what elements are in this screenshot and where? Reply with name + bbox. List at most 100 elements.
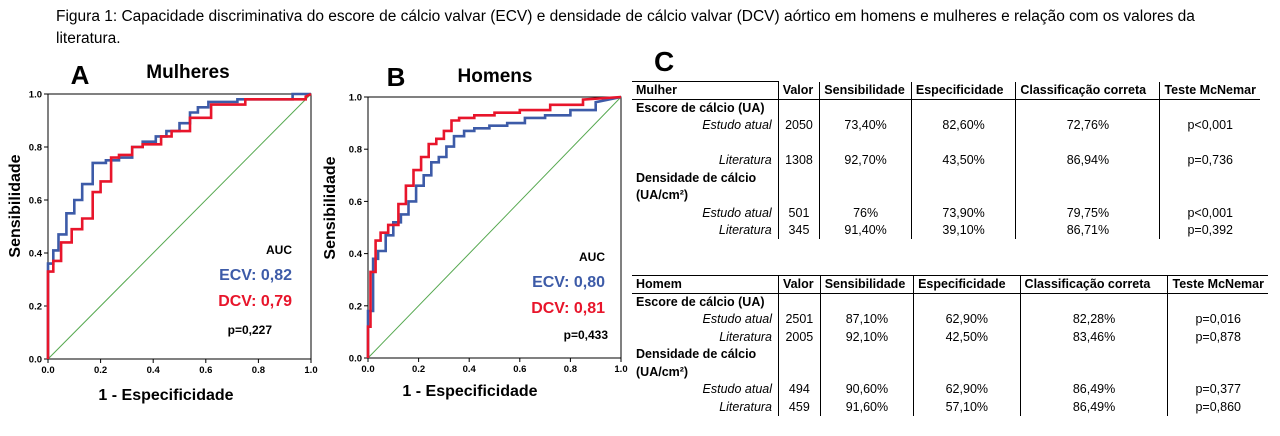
mcnemar-cell: p=0,392 xyxy=(1187,223,1233,238)
row-label: Estudo atual xyxy=(632,204,779,222)
header-cell: Sensibilidade xyxy=(819,81,912,100)
empty-cell xyxy=(778,186,821,204)
sensibilidade-cell: 91,60% xyxy=(820,398,915,416)
y-tick-label: 0.2 xyxy=(349,301,362,312)
valor-cell: 2050 xyxy=(778,116,821,134)
y-tick-label: 0.0 xyxy=(349,354,362,365)
empty-cell xyxy=(911,134,1017,152)
x-tick-label: 0.6 xyxy=(513,364,526,375)
table-header-row: Homem Valor Sensibilidade Especificidade Cla… xyxy=(632,275,1268,294)
y-tick-label: 0.6 xyxy=(29,196,42,207)
x-axis-label: 1 - Especificidade xyxy=(98,387,233,404)
classificacao-cell: 79,75% xyxy=(1015,204,1161,222)
x-tick-label: 1.0 xyxy=(304,365,317,376)
spacer-row xyxy=(632,134,1260,152)
auc-dcv-label: DCV: 0,81 xyxy=(531,300,605,317)
sensibilidade-cell: 87,10% xyxy=(820,310,915,328)
table-row: Estudo atual 2501 87,10% 62,90% 82,28% p=0,01… xyxy=(632,310,1268,328)
row-label: Literatura xyxy=(632,151,779,169)
auc-ecv-label: ECV: 0,80 xyxy=(532,274,605,291)
p-value-label: p=0,227 xyxy=(228,323,273,337)
table-row: Estudo atual 494 90,60% 62,90% 86,49% p=0,377 xyxy=(632,380,1268,398)
chart-title: Mulheres xyxy=(146,62,229,83)
especificidade-cell: 57,10% xyxy=(913,398,1021,416)
row-label: Estudo atual xyxy=(632,116,779,134)
header-cell: Teste McNemar xyxy=(1159,81,1260,100)
auc-header: AUC xyxy=(579,250,605,264)
especificidade-cell: 42,50% xyxy=(913,328,1021,346)
row-label: Estudo atual xyxy=(632,380,780,398)
empty-cell xyxy=(819,134,912,152)
x-tick-label: 1.0 xyxy=(614,364,627,375)
table-mulher: Mulher Valor Sensibilidade Especificidade Cl… xyxy=(632,81,1260,239)
reference-diagonal-line xyxy=(367,96,622,359)
group-title: Escore de cálcio (UA) xyxy=(632,293,780,311)
group-title: (UA/cm²) xyxy=(632,363,780,381)
header-cell: Classificação correta xyxy=(1015,81,1161,100)
valor-cell: 2501 xyxy=(778,310,821,328)
especificidade-cell: 62,90% xyxy=(913,380,1021,398)
roc-curve-dcv xyxy=(366,95,622,358)
empty-cell xyxy=(1015,134,1161,152)
header-cell: Classificação correta xyxy=(1020,275,1169,294)
x-tick-label: 0.0 xyxy=(41,365,54,376)
x-tick-label: 0.4 xyxy=(147,365,161,376)
x-tick-label: 0.8 xyxy=(564,364,577,375)
empty-cell xyxy=(1160,169,1260,187)
especificidade-cell: 82,60% xyxy=(911,116,1017,134)
mcnemar-cell: p=0,736 xyxy=(1187,153,1233,168)
header-cell: Teste McNemar xyxy=(1167,275,1268,294)
valor-cell: 1308 xyxy=(778,151,821,169)
valor-cell: 2005 xyxy=(778,328,821,346)
classificacao-cell: 86,49% xyxy=(1020,398,1169,416)
empty-cell xyxy=(1020,293,1169,311)
empty-cell xyxy=(1160,187,1260,205)
sensibilidade-cell: 92,70% xyxy=(819,151,912,169)
empty-cell xyxy=(819,169,912,187)
table-row: Literatura 1308 92,70% 43,50% 86,94% p=0,736 xyxy=(632,151,1260,169)
auc-header: AUC xyxy=(266,243,292,257)
empty-cell xyxy=(820,345,915,363)
group-title: Densidade de cálcio xyxy=(632,169,779,187)
y-tick-label: 1.0 xyxy=(349,93,362,104)
empty-cell xyxy=(632,134,779,152)
header-cell: Valor xyxy=(778,275,821,294)
group-title: (UA/cm²) xyxy=(632,186,779,204)
x-tick-label: 0.8 xyxy=(252,365,265,376)
table-row: Estudo atual 2050 73,40% 82,60% 72,76% p<0,00… xyxy=(632,116,1260,134)
empty-cell xyxy=(778,345,821,363)
empty-cell xyxy=(820,293,915,311)
auc-ecv-label: ECV: 0,82 xyxy=(219,267,292,284)
table-homem: Homem Valor Sensibilidade Especificidade Cla… xyxy=(632,275,1268,416)
roc-curve-dcv xyxy=(46,92,312,359)
x-axis-label: 1 - Especificidade xyxy=(402,383,537,400)
y-axis-label: Sensibilidade xyxy=(322,156,339,259)
table-row: Estudo atual 501 76% 73,90% 79,75% p<0,001 xyxy=(632,204,1260,222)
x-tick-label: 0.4 xyxy=(463,364,477,375)
empty-cell xyxy=(1168,363,1268,381)
empty-cell xyxy=(913,363,1021,381)
panel-c-letter: C xyxy=(654,46,675,77)
empty-cell xyxy=(1160,99,1260,117)
panel-letter: A xyxy=(71,60,90,90)
y-tick-label: 0.8 xyxy=(29,143,42,154)
table-row: Literatura 459 91,60% 57,10% 86,49% p=0,860 xyxy=(632,398,1268,416)
empty-cell xyxy=(1160,134,1260,152)
especificidade-cell: 43,50% xyxy=(911,151,1017,169)
mcnemar-cell: p=0,860 xyxy=(1195,399,1242,414)
plot-frame xyxy=(367,96,622,359)
row-label: Literatura xyxy=(632,221,779,239)
classificacao-cell: 86,49% xyxy=(1020,380,1169,398)
panel-letter: B xyxy=(387,62,406,92)
y-tick-label: 0.4 xyxy=(29,249,43,260)
reference-diagonal-line xyxy=(47,93,312,360)
empty-cell xyxy=(911,99,1017,117)
valor-cell: 501 xyxy=(778,204,821,222)
y-axis-label: Sensibilidade xyxy=(7,154,24,257)
mcnemar-cell: p=0,878 xyxy=(1195,329,1242,344)
roc-curve-ecv xyxy=(366,95,622,358)
empty-cell xyxy=(1168,293,1268,311)
empty-cell xyxy=(1015,186,1161,204)
empty-cell xyxy=(819,99,912,117)
x-tick-label: 0.6 xyxy=(199,365,212,376)
